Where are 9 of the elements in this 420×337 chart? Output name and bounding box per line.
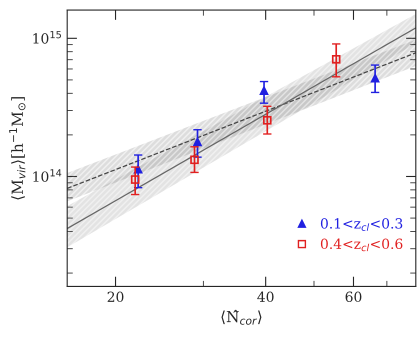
legend-label: 0.1<z$_{cl}$<0.3: [320, 218, 402, 231]
x-tick-label: 60: [346, 292, 362, 302]
x-tick-label: 20: [108, 292, 124, 302]
legend-label: 0.4<z$_{cl}$<0.6: [320, 238, 402, 252]
x-tick-label: 40: [257, 292, 274, 302]
y-tick-label: 10$^{15}$: [33, 31, 61, 44]
y-axis-title: ⟨M$_{vir}$⟩[h$^{−1}$M$_{⊙}$]: [9, 97, 26, 200]
x-axis-title: ⟨N̂$_{cor}$⟩: [221, 310, 262, 325]
y-tick-label: 10$^{14}$: [33, 169, 62, 182]
